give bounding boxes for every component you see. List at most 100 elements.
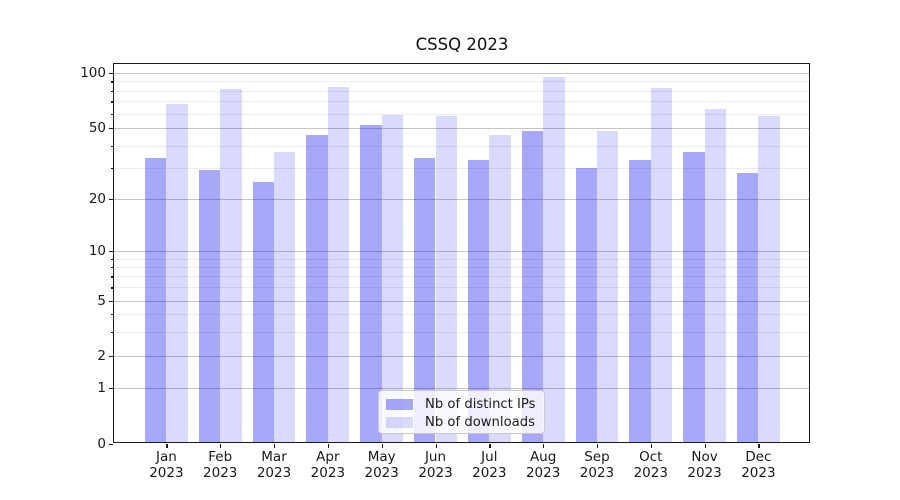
bar-downloads-mar	[274, 151, 296, 444]
bar-distinct-ips-dec	[737, 173, 759, 444]
y-tick-100	[109, 72, 113, 75]
y-tick-label-2: 2	[97, 348, 106, 365]
x-tick-label-jul: Jul 2023	[472, 449, 507, 481]
bar-distinct-ips-feb	[198, 170, 221, 444]
y-minor-tick-7	[111, 276, 113, 278]
bar-downloads-dec	[758, 116, 780, 444]
bar-downloads-nov	[704, 108, 726, 444]
x-tick-label-feb: Feb 2023	[203, 449, 238, 481]
bar-distinct-ips-jul	[467, 160, 490, 444]
y-minor-tick-90	[111, 81, 113, 83]
x-tick-label-nov: Nov 2023	[687, 449, 722, 481]
y-minor-tick-30	[111, 167, 113, 169]
y-tick-label-20: 20	[88, 191, 106, 207]
bar-distinct-ips-jan	[145, 158, 167, 444]
legend-swatch-downloads	[386, 417, 413, 428]
y-tick-label-100: 100	[80, 64, 106, 81]
x-tick-label-aug: Aug 2023	[525, 449, 561, 481]
y-tick-0	[109, 443, 113, 445]
legend-label-distinct-ips: Nb of distinct IPs	[425, 397, 536, 412]
bar-distinct-ips-sep	[575, 167, 597, 444]
y-minor-tick-3	[111, 331, 113, 333]
bar-distinct-ips-nov	[683, 151, 705, 444]
y-gridline-1	[114, 388, 810, 389]
y-tick-50	[109, 128, 113, 130]
y-tick-label-50: 50	[88, 120, 106, 137]
y-gridline-minor-3	[114, 331, 810, 333]
y-tick-10	[109, 251, 113, 253]
y-gridline-minor-7	[114, 276, 810, 278]
bar-distinct-ips-may	[360, 125, 382, 444]
y-gridline-minor-9	[114, 258, 810, 260]
x-tick-jul	[489, 444, 491, 448]
y-gridline-100	[114, 72, 810, 74]
legend-swatch-distinct-ips	[386, 399, 413, 410]
y-gridline-minor-6	[114, 287, 810, 289]
chart-title: CSSQ 2023	[415, 35, 509, 54]
x-tick-sep	[596, 444, 599, 448]
x-tick-label-mar: Mar 2023	[256, 449, 292, 481]
y-gridline-minor-70	[114, 101, 810, 103]
bar-downloads-jun	[435, 116, 457, 444]
bar-downloads-aug	[543, 76, 565, 444]
x-tick-may	[381, 444, 383, 448]
x-tick-oct	[650, 444, 652, 448]
y-gridline-20	[114, 199, 810, 200]
y-minor-tick-6	[111, 287, 113, 289]
y-minor-tick-40	[111, 145, 113, 147]
x-tick-label-apr: Apr 2023	[310, 449, 346, 481]
x-tick-label-may: May 2023	[364, 449, 399, 481]
bar-distinct-ips-aug	[521, 131, 544, 444]
y-minor-tick-80	[111, 90, 113, 92]
x-tick-label-dec: Dec 2023	[741, 449, 776, 481]
bar-distinct-ips-oct	[629, 160, 651, 444]
y-gridline-2	[114, 356, 810, 358]
y-gridline-minor-40	[114, 145, 810, 147]
bar-distinct-ips-apr	[306, 134, 328, 444]
legend-item-distinct-ips: Nb of distinct IPs	[386, 396, 544, 413]
x-tick-dec	[758, 444, 760, 448]
legend-label-downloads: Nb of downloads	[425, 415, 535, 430]
y-minor-tick-4	[111, 314, 113, 316]
y-tick-label-5: 5	[97, 292, 106, 309]
x-tick-mar	[274, 444, 276, 448]
legend-item-downloads: Nb of downloads	[386, 414, 544, 431]
x-tick-feb	[220, 444, 222, 448]
y-minor-tick-60	[111, 113, 113, 115]
x-tick-jan	[166, 444, 168, 448]
y-tick-label-10: 10	[88, 243, 106, 259]
bar-downloads-jul	[489, 134, 511, 444]
x-tick-jun	[435, 444, 437, 448]
y-tick-label-1: 1	[97, 380, 106, 396]
x-tick-label-oct: Oct 2023	[633, 449, 668, 481]
y-tick-label-0: 0	[97, 435, 106, 452]
y-tick-1	[109, 388, 113, 390]
y-gridline-50	[114, 128, 810, 130]
y-gridline-minor-60	[114, 113, 810, 115]
x-tick-nov	[704, 444, 706, 448]
y-gridline-5	[114, 300, 810, 302]
bar-downloads-feb	[220, 88, 242, 444]
bar-distinct-ips-jun	[414, 158, 436, 444]
y-minor-tick-8	[111, 266, 113, 269]
y-minor-tick-9	[111, 258, 113, 260]
y-gridline-minor-8	[114, 266, 810, 268]
y-gridline-minor-80	[114, 90, 810, 92]
x-tick-label-jan: Jan 2023	[149, 449, 184, 481]
bar-downloads-jan	[166, 103, 188, 444]
bar-downloads-apr	[327, 86, 350, 444]
legend: Nb of distinct IPs Nb of downloads	[378, 390, 545, 434]
y-tick-2	[109, 356, 113, 358]
y-tick-20	[109, 199, 113, 201]
x-tick-apr	[327, 444, 330, 448]
x-tick-label-jun: Jun 2023	[418, 449, 453, 481]
y-tick-5	[109, 300, 113, 302]
x-tick-label-sep: Sep 2023	[579, 449, 615, 481]
y-gridline-minor-30	[114, 167, 810, 169]
bar-downloads-oct	[650, 87, 673, 444]
x-tick-aug	[543, 444, 545, 448]
y-gridline-minor-90	[114, 81, 810, 83]
y-minor-tick-70	[111, 101, 113, 103]
y-gridline-minor-4	[114, 314, 810, 316]
